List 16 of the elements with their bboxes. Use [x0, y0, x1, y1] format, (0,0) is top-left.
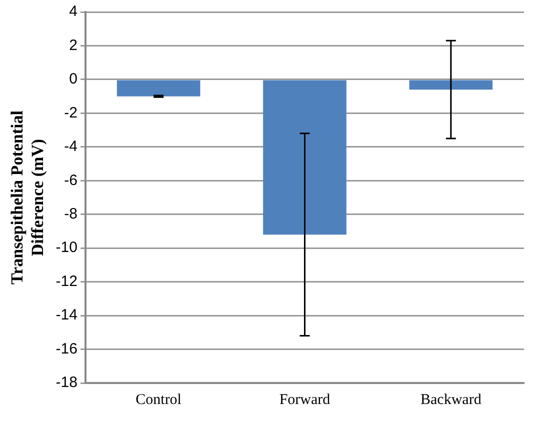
y-tick-label: -8	[64, 206, 78, 223]
y-tick-label: -4	[64, 138, 78, 156]
y-tick-label: 4	[69, 3, 78, 20]
x-tick-label: Control	[136, 392, 182, 408]
y-tick-label: -6	[64, 172, 78, 189]
y-tick-label: -2	[64, 104, 78, 122]
y-axis-title: Transepithelia Potential Difference (mV)	[8, 110, 47, 284]
y-tick-label: -16	[56, 340, 78, 358]
y-tick-label: 0	[69, 70, 78, 88]
x-tick-label: Forward	[279, 392, 331, 408]
y-tick-label: -10	[56, 239, 78, 256]
y-tick-label: -12	[56, 272, 78, 290]
y-tick-label: -18	[56, 374, 78, 392]
x-tick-label: Backward	[420, 392, 482, 408]
y-tick-label: -14	[56, 306, 78, 324]
y-tick-label: 2	[69, 36, 78, 54]
